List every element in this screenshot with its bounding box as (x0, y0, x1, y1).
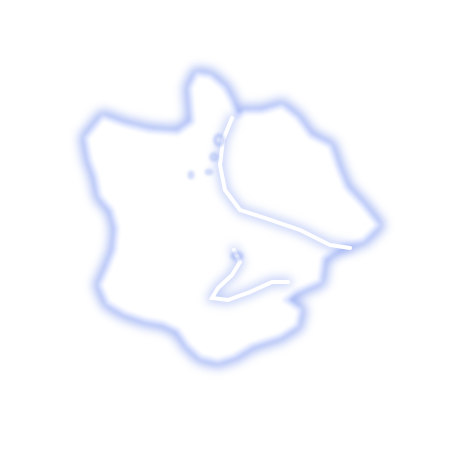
blob-shape (86, 74, 378, 361)
